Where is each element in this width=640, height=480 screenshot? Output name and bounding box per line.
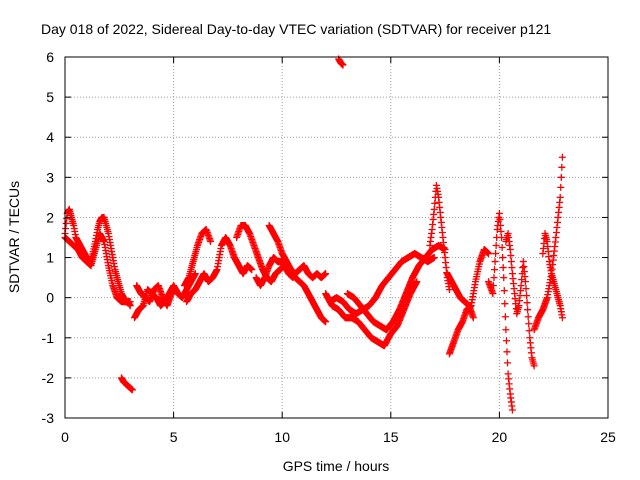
data-point: [500, 287, 508, 295]
plot-frame: [64, 56, 609, 419]
x-tick-label: 5: [170, 429, 178, 445]
y-tick-label: 1: [46, 250, 54, 266]
data-point: [557, 173, 565, 181]
data-point: [502, 326, 510, 334]
data-point: [485, 250, 493, 258]
axis-ticks: 0 5 10 15 20 25 -3 -2 -1 0 1 2 3 4 5 6: [42, 49, 616, 445]
data-point: [521, 278, 529, 286]
y-tick-label: 3: [46, 169, 54, 185]
data-point: [556, 193, 564, 201]
data-point: [497, 227, 505, 235]
data-point: [558, 314, 566, 322]
y-tick-label: 6: [46, 49, 54, 65]
data-point: [431, 199, 439, 207]
y-axis-label: SDTVAR / TECUs: [6, 181, 22, 293]
data-point: [126, 298, 134, 306]
x-tick-label: 20: [492, 429, 508, 445]
data-point: [522, 285, 530, 293]
data-point: [489, 282, 497, 290]
x-tick-label: 25: [600, 429, 616, 445]
data-point: [248, 266, 256, 274]
data-point: [501, 300, 509, 308]
data-point: [558, 153, 566, 161]
data-point: [503, 348, 511, 356]
data-point: [489, 290, 497, 298]
x-tick-label: 15: [383, 429, 399, 445]
data-point: [496, 215, 504, 223]
data-points: [61, 55, 566, 414]
data-point: [508, 406, 516, 414]
data-point: [506, 246, 514, 254]
data-point: [517, 282, 525, 290]
data-point: [469, 314, 477, 322]
data-point: [525, 320, 533, 328]
data-point: [492, 250, 500, 258]
x-tick-label: 10: [274, 429, 290, 445]
data-point: [518, 276, 526, 284]
data-point: [322, 270, 330, 278]
data-point: [430, 254, 438, 262]
y-tick-label: -1: [42, 330, 55, 346]
y-tick-label: 0: [46, 290, 54, 306]
y-tick-label: 4: [46, 129, 54, 145]
data-point: [498, 244, 506, 252]
data-point: [508, 264, 516, 272]
data-point: [430, 205, 438, 213]
data-point: [558, 163, 566, 171]
data-point: [530, 362, 538, 370]
x-tick-label: 0: [61, 429, 69, 445]
data-point: [507, 258, 515, 266]
data-point: [492, 242, 500, 250]
data-point: [339, 61, 347, 69]
data-point: [495, 209, 503, 217]
y-tick-label: -2: [42, 370, 55, 386]
data-point: [322, 318, 330, 326]
data-point: [501, 313, 509, 321]
data-point: [504, 359, 512, 367]
data-point: [128, 386, 136, 394]
data-point: [207, 238, 215, 246]
data-point: [491, 258, 499, 266]
data-point: [500, 274, 508, 282]
y-tick-label: 2: [46, 209, 54, 225]
data-point: [499, 264, 507, 272]
data-point: [525, 327, 533, 335]
data-point: [445, 286, 453, 294]
data-point: [507, 252, 515, 260]
data-point: [172, 286, 180, 294]
data-point: [491, 266, 499, 274]
data-point: [557, 183, 565, 191]
data-point: [524, 306, 532, 314]
data-point: [496, 221, 504, 229]
chart-title: Day 018 of 2022, Sidereal Day-to-day VTE…: [41, 21, 551, 37]
data-point: [502, 337, 510, 345]
data-point: [499, 254, 507, 262]
x-axis-label: GPS time / hours: [283, 458, 390, 474]
data-point: [519, 264, 527, 272]
data-point: [413, 278, 421, 286]
data-point: [523, 292, 531, 300]
y-tick-label: -3: [42, 410, 55, 426]
data-point: [490, 274, 498, 282]
data-point: [523, 299, 531, 307]
y-tick-label: 5: [46, 89, 54, 105]
data-point: [524, 313, 532, 321]
